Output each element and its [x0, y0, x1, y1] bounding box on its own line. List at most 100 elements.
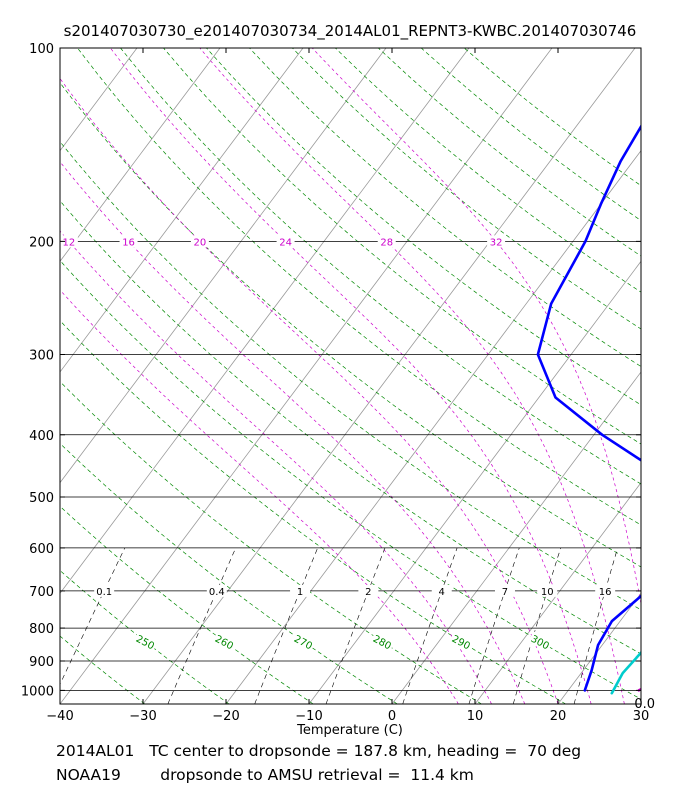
y-tick-label: 100: [29, 42, 54, 57]
dry-adiabat: [292, 48, 641, 330]
x-tick-label: 20: [550, 709, 567, 724]
moist-adiabat: [60, 289, 459, 704]
dry-adiabat: [60, 82, 641, 568]
y-tick-label: 400: [29, 429, 54, 444]
sounding-line-3: [610, 650, 641, 695]
x-axis-label: Temperature (C): [297, 723, 403, 738]
isotherm: [0, 48, 54, 704]
mixing-ratio-label: 7: [502, 587, 508, 598]
isotherm: [391, 371, 641, 704]
isotherm: [142, 48, 636, 704]
mixing-label-bg: [94, 584, 115, 597]
y-tick-label: 800: [29, 622, 54, 637]
mixing-label-bg: [595, 584, 616, 597]
x-tick-label: 0: [388, 709, 396, 724]
isotherm: [640, 703, 641, 704]
mixing-ratio-line: [167, 547, 237, 704]
mixing-ratio-label: 1: [297, 587, 303, 598]
mixing-ratio-line: [325, 547, 386, 704]
dry-adiabat: [60, 505, 314, 704]
mixing-label-bg: [494, 584, 515, 597]
moist-label-bg: [487, 235, 506, 248]
footer-line-2: NOAA19 dropsonde to AMSU retrieval = 11.…: [56, 766, 474, 784]
dry-adiabat: [60, 381, 482, 704]
dry-adiabat: [60, 320, 566, 704]
moist-adiabat-label: 12: [62, 237, 75, 248]
dry-adiabat: [60, 141, 641, 611]
moist-label-bg: [276, 235, 295, 248]
dry-adiabat: [463, 48, 641, 187]
moist-adiabat-label: 24: [279, 237, 292, 248]
mixing-ratio-line: [402, 547, 458, 704]
mixing-label-bg: [431, 584, 452, 597]
dry-adiabat: [206, 48, 641, 406]
dry-adiabat: [60, 259, 641, 700]
dry-adiabat: [120, 48, 641, 485]
mixing-ratio-line: [254, 547, 318, 704]
sounding-profiles: [536, 48, 700, 695]
moist-label-bg: [59, 235, 78, 248]
mixing-label-bg: [206, 584, 227, 597]
sounding-line-1: [647, 48, 700, 690]
mixing-ratio-label: 0.1: [96, 587, 112, 598]
sounding-line-2: [536, 124, 641, 692]
isotherm: [474, 481, 641, 704]
isotherm: [60, 48, 553, 704]
moist-adiabat: [60, 230, 492, 704]
dry-label-bg: [212, 631, 238, 653]
mixing-ratio-label: 2: [365, 587, 371, 598]
corner-label: 0.0: [634, 697, 655, 712]
mixing-ratio-label: 0.4: [209, 587, 225, 598]
moist-adiabat-label: 20: [194, 237, 207, 248]
y-tick-label: 600: [29, 542, 54, 557]
dry-adiabat: [60, 569, 230, 704]
y-tick-label: 700: [29, 585, 54, 600]
isotherm: [60, 48, 138, 152]
isotherm: [60, 48, 470, 594]
mixing-ratio-label: 16: [599, 587, 612, 598]
mixing-label-bg: [537, 584, 558, 597]
isotherm: [60, 48, 387, 484]
chart-title: s201407030730_e201407030734_2014AL01_REP…: [63, 22, 637, 40]
footer-line-1: 2014AL01 TC center to dropsonde = 187.8 …: [56, 742, 582, 760]
dry-label-bg: [448, 631, 474, 653]
x-tick-label: −20: [212, 709, 239, 724]
dry-adiabat: [60, 635, 146, 704]
moist-label-bg: [119, 235, 138, 248]
x-tick-label: 10: [467, 709, 484, 724]
dry-adiabat: [60, 702, 61, 704]
plot-frame: [59, 47, 642, 705]
y-tick-label: 300: [29, 348, 54, 363]
isotherm: [308, 260, 641, 704]
sounding-line-4: [637, 687, 641, 692]
y-tick-label: 1000: [21, 684, 54, 699]
dry-adiabat: [163, 48, 641, 445]
dry-label-bg: [291, 631, 317, 653]
x-tick-label: 30: [633, 709, 650, 724]
moist-adiabat-label: 32: [490, 237, 503, 248]
dry-label-bg: [369, 631, 396, 653]
y-tick-label: 900: [29, 655, 54, 670]
dry-label-bg: [133, 631, 159, 653]
dry-label-bg: [527, 631, 553, 653]
moist-adiabat-label: 28: [380, 237, 393, 248]
mixing-label-bg: [290, 584, 311, 597]
moist-label-bg: [190, 235, 209, 248]
isotherm: [60, 48, 304, 373]
background-lines: [0, 48, 641, 704]
mixing-ratio-label: 10: [541, 587, 554, 598]
moist-adiabat: [311, 48, 641, 606]
mixing-ratio-line: [512, 547, 561, 704]
moist-adiabat-label: 16: [122, 237, 135, 248]
isotherm: [557, 592, 641, 704]
moist-adiabat: [60, 77, 559, 704]
y-tick-label: 200: [29, 235, 54, 250]
x-tick-label: −40: [46, 709, 73, 724]
moist-label-bg: [377, 235, 396, 248]
mixing-ratio-line: [468, 547, 520, 704]
y-tick-label: 500: [29, 491, 54, 506]
x-tick-label: −30: [129, 709, 156, 724]
